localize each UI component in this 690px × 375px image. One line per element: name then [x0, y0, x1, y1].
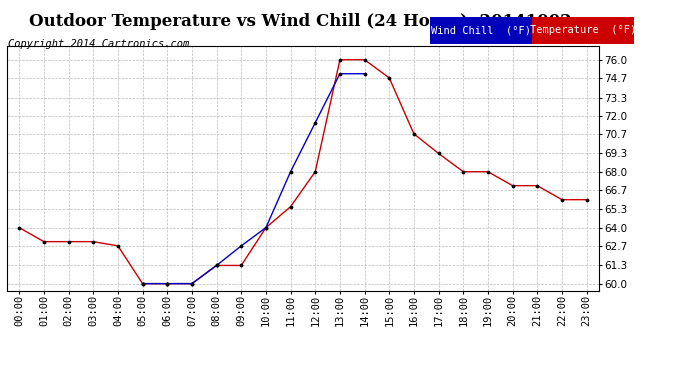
Text: Copyright 2014 Cartronics.com: Copyright 2014 Cartronics.com — [8, 39, 190, 50]
Text: Outdoor Temperature vs Wind Chill (24 Hours)  20141002: Outdoor Temperature vs Wind Chill (24 Ho… — [29, 13, 571, 30]
Text: Temperature  (°F): Temperature (°F) — [530, 26, 636, 35]
Text: Wind Chill  (°F): Wind Chill (°F) — [431, 26, 531, 35]
